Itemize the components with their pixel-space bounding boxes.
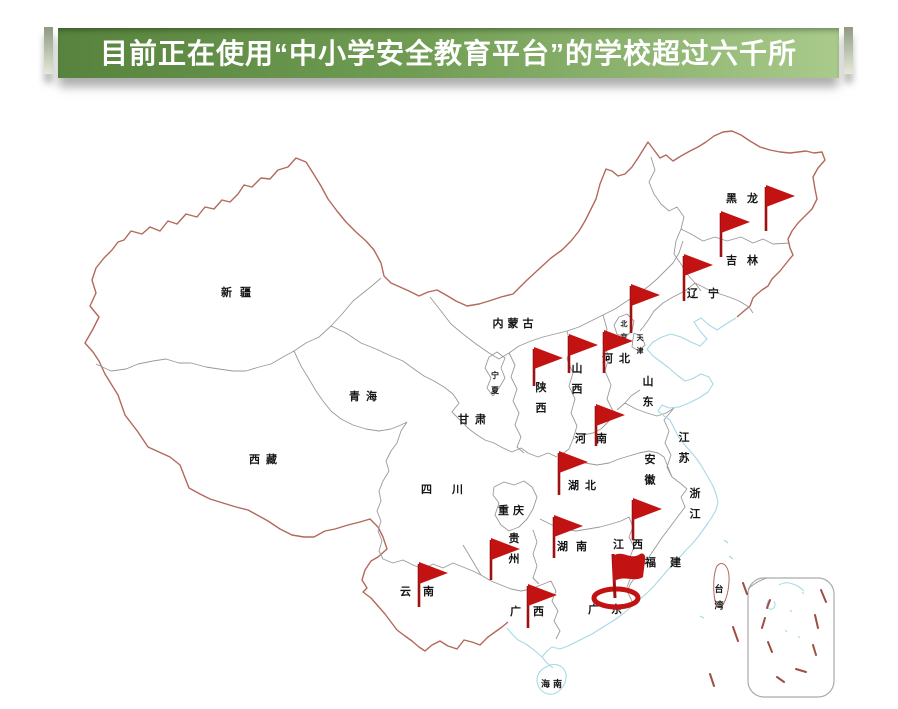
- province-label-anhui: 安徽: [644, 452, 657, 486]
- province-label-yunnan: 云南: [400, 584, 446, 598]
- flag-marker-8: [594, 404, 625, 446]
- special-flag-marker-guangdong: [591, 553, 646, 610]
- coastline: [506, 317, 737, 695]
- province-label-liaoning: 辽宁: [687, 286, 729, 300]
- inset-coast: [766, 582, 805, 639]
- province-label-xizang: 西藏: [249, 452, 283, 466]
- flag-marker-5: [602, 330, 633, 373]
- province-label-hebei: 河北: [602, 351, 636, 365]
- banner-left-bevel: [44, 27, 53, 74]
- province-label-shanxi: 山西: [572, 361, 583, 395]
- flag-marker-9: [557, 451, 588, 495]
- flag-marker-7: [532, 347, 563, 386]
- province-borders: [95, 156, 791, 640]
- province-label-qinghai: 青海: [349, 389, 383, 403]
- flag-marker-3: [682, 254, 713, 301]
- province-label-guizhou: 贵州: [508, 531, 520, 565]
- taiwan-island: [713, 562, 730, 608]
- flag-marker-2: [719, 211, 750, 257]
- province-label-jiangxi: 江西: [613, 537, 651, 551]
- province-label-shaanxi: 陕西: [536, 380, 547, 414]
- national-border: [84, 130, 826, 652]
- province-label-zhejiang: 浙江: [690, 486, 701, 520]
- province-label-hainan: 海南: [541, 678, 565, 690]
- province-label-jiangsu: 江苏: [679, 430, 690, 464]
- province-label-neimenggu: 内蒙古: [493, 316, 538, 330]
- province-label-henan: 河南: [575, 431, 617, 445]
- province-label-tianjin: 天津: [637, 333, 645, 355]
- province-label-gansu: 甘肃: [458, 412, 492, 426]
- province-label-heilongjiang: 黑龙: [726, 191, 768, 205]
- title-banner: 目前正在使用“中小学安全教育平台”的学校超过六千所: [44, 26, 853, 80]
- flag-marker-1: [764, 185, 795, 231]
- flag-marker-14: [526, 584, 557, 628]
- nine-dash-line: [709, 582, 827, 687]
- province-label-jilin: 吉林: [726, 253, 768, 267]
- province-label-xinjiang: 新疆: [221, 285, 259, 299]
- banner-right-bevel: [844, 27, 853, 74]
- inset-mainland-line: [747, 577, 768, 590]
- province-label-hunan: 湖南: [557, 539, 595, 553]
- south-china-sea-inset: [747, 577, 835, 698]
- province-label-taiwan: 台湾: [714, 583, 723, 612]
- flag-marker-11: [552, 515, 583, 558]
- province-label-chongqing: 重庆: [498, 503, 528, 517]
- flag-marker-4: [629, 284, 660, 333]
- province-label-ningxia: 宁夏: [490, 370, 500, 395]
- province-label-sichuan: 四川: [421, 483, 483, 496]
- province-label-hubei: 湖北: [568, 478, 602, 492]
- flag-marker-6: [567, 334, 598, 373]
- banner-body: 目前正在使用“中小学安全教育平台”的学校超过六千所: [58, 28, 839, 78]
- province-label-guangxi: 广西: [510, 604, 556, 618]
- province-label-fujian: 福建: [644, 555, 695, 569]
- flag-marker-13: [417, 562, 448, 607]
- banner-title: 目前正在使用“中小学安全教育平台”的学校超过六千所: [99, 38, 797, 69]
- flag-marker-12: [489, 538, 520, 580]
- flag-marker-10: [631, 498, 662, 540]
- province-label-shandong: 山东: [643, 374, 654, 408]
- province-label-beijing: 北京: [621, 319, 628, 341]
